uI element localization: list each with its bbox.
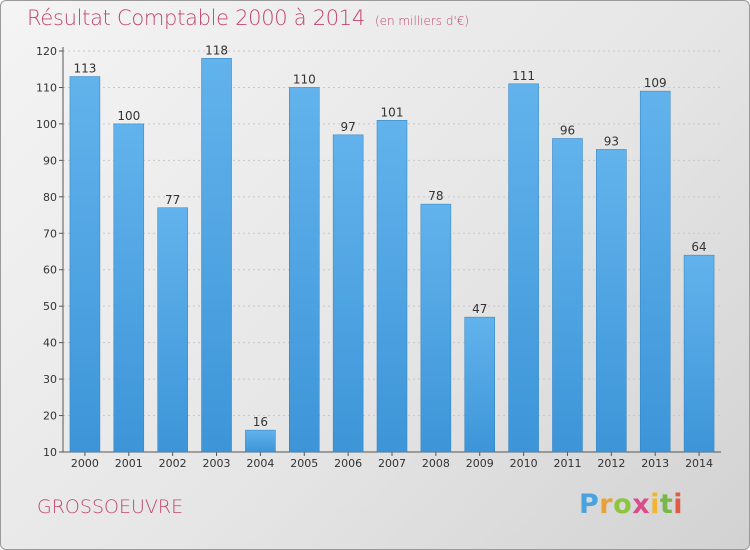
bar-2000 — [69, 76, 101, 453]
data-label-2008: 78 — [428, 189, 443, 203]
x-tick-label-2006: 2006 — [334, 457, 362, 470]
data-labels: 113 100 77 118 16 110 97 101 78 47 111 96 93 109 64 — [73, 43, 706, 429]
bar-2008 — [420, 203, 452, 453]
tick-labels: 10 20 30 40 50 60 70 80 90 100 110 120 2000 2001 2002 2… — [36, 45, 713, 470]
x-tick-label-2003: 2003 — [203, 457, 231, 470]
bar-2006 — [332, 134, 364, 453]
x-tick-label-2012: 2012 — [597, 457, 625, 470]
chart-title-text: Résultat Comptable 2000 à 2014 — [27, 6, 365, 30]
data-label-2003: 118 — [205, 43, 228, 57]
x-tick-label-2000: 2000 — [71, 457, 99, 470]
y-tick-label-100: 100 — [36, 118, 57, 131]
bar-2005 — [289, 87, 320, 453]
x-tick-label-2002: 2002 — [159, 457, 187, 470]
logo-letter: i — [673, 489, 684, 520]
data-label-2002: 77 — [165, 193, 180, 207]
x-tick-label-2009: 2009 — [466, 457, 494, 470]
y-tick-label-80: 80 — [43, 191, 57, 204]
x-tick-label-2010: 2010 — [510, 457, 538, 470]
logo-letter: i — [650, 489, 660, 520]
bar-2007 — [376, 120, 408, 453]
bar-2012 — [596, 149, 627, 453]
bar-2013 — [639, 90, 671, 453]
y-tick-label-110: 110 — [36, 81, 57, 94]
y-tick-label-10: 10 — [43, 446, 57, 459]
data-label-2005: 110 — [293, 72, 316, 86]
x-tick-label-2007: 2007 — [378, 457, 406, 470]
commune-name: GROSSOEUVRE — [37, 496, 184, 518]
data-label-2000: 113 — [73, 62, 96, 76]
data-label-2009: 47 — [472, 302, 487, 316]
y-tick-label-40: 40 — [43, 337, 57, 350]
y-tick-label-20: 20 — [43, 410, 57, 423]
bar-2002 — [157, 207, 188, 453]
logo-letter: P — [579, 489, 600, 520]
y-tick-label-120: 120 — [36, 45, 57, 58]
x-tick-label-2014: 2014 — [685, 457, 713, 470]
data-label-2010: 111 — [512, 69, 535, 83]
chart-title: Résultat Comptable 2000 à 2014 (en millie… — [27, 6, 469, 30]
logo-letter: x — [632, 489, 651, 520]
y-tick-label-50: 50 — [43, 300, 57, 313]
x-tick-label-2001: 2001 — [115, 457, 143, 470]
chart-subtitle: (en milliers d'€) — [374, 14, 470, 28]
logo-letter: t — [659, 489, 674, 520]
bar-2009 — [464, 316, 495, 453]
x-tick-label-2004: 2004 — [246, 457, 274, 470]
y-tick-label-70: 70 — [43, 227, 57, 240]
y-tick-label-60: 60 — [43, 264, 57, 277]
bar-2014 — [683, 254, 715, 453]
data-label-2006: 97 — [340, 120, 355, 134]
x-tick-label-2011: 2011 — [553, 457, 581, 470]
logo-letter: r — [599, 489, 614, 520]
x-tick-label-2008: 2008 — [422, 457, 450, 470]
data-label-2004: 16 — [253, 415, 268, 429]
data-label-2014: 64 — [691, 240, 706, 254]
bar-2010 — [508, 83, 539, 453]
data-label-2012: 93 — [604, 134, 619, 148]
data-label-2007: 101 — [381, 105, 404, 119]
y-tick-label-90: 90 — [43, 154, 57, 167]
logo-letter: o — [613, 489, 633, 520]
bar-2001 — [113, 123, 145, 453]
data-label-2011: 96 — [560, 123, 575, 137]
x-tick-label-2005: 2005 — [290, 457, 318, 470]
proxiti-logo: Proxiti — [579, 489, 683, 520]
data-label-2013: 109 — [644, 76, 667, 90]
data-label-2001: 100 — [117, 109, 140, 123]
y-tick-label-30: 30 — [43, 373, 57, 386]
bar-2011 — [552, 138, 583, 453]
x-tick-label-2013: 2013 — [641, 457, 669, 470]
bar-2004 — [245, 429, 276, 453]
bar-2003 — [201, 58, 232, 453]
bars — [69, 58, 715, 453]
